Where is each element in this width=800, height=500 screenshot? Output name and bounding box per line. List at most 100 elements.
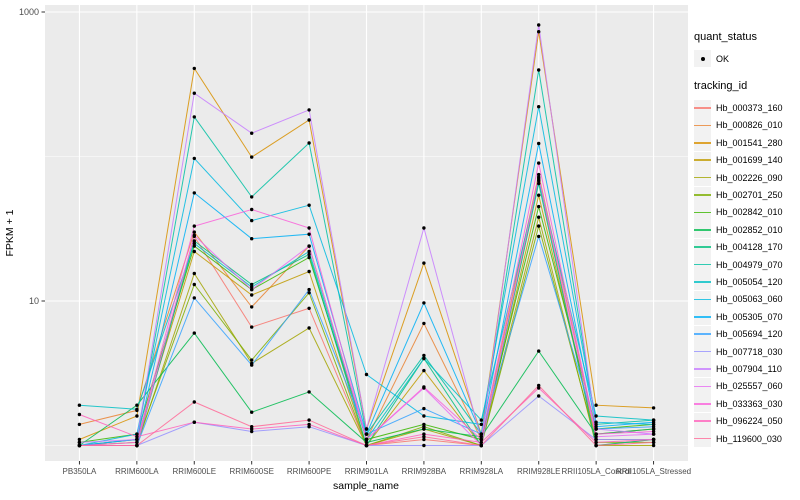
line-key-icon <box>694 169 711 187</box>
data-point <box>594 414 598 418</box>
data-point <box>364 427 369 431</box>
line-key-icon <box>694 308 711 326</box>
data-point <box>192 331 196 335</box>
legend-entry-label: Hb_033363_030 <box>716 398 783 409</box>
y-axis-title: FPKM + 1 <box>4 209 16 256</box>
x-tick-label: RRIM600LE <box>172 467 216 476</box>
data-point <box>192 271 196 276</box>
data-point <box>250 282 254 287</box>
x-tick-label: RRIM901LA <box>345 467 389 476</box>
legend-entry-label: Hb_005054_120 <box>716 276 783 287</box>
data-point <box>422 368 426 373</box>
data-point <box>537 193 541 197</box>
data-point <box>537 215 541 219</box>
data-point <box>537 204 541 209</box>
legend-tracking-id-entries: Hb_000373_160 Hb_000826_010 Hb_001541_280 H… <box>694 99 798 447</box>
data-point <box>192 420 196 424</box>
data-point <box>192 66 196 71</box>
legend-entry-label: Hb_002842_010 <box>716 207 783 218</box>
legend-entry-label: Hb_002852_010 <box>716 224 783 235</box>
data-point <box>364 440 369 445</box>
data-point <box>135 403 139 407</box>
data-point <box>192 244 196 248</box>
legend-entry-label: Hb_007904_110 <box>716 363 782 374</box>
data-point <box>422 437 426 442</box>
line-key-icon <box>694 238 711 256</box>
data-point <box>537 172 541 177</box>
data-point <box>594 435 598 439</box>
data-point <box>422 422 426 427</box>
data-point <box>422 301 426 305</box>
data-point <box>307 418 311 422</box>
line-key-icon <box>694 99 711 117</box>
data-point <box>307 269 311 274</box>
line-key-icon <box>694 412 711 430</box>
legend-entry-Hb_096224_050: Hb_096224_050 <box>694 412 798 430</box>
data-point <box>192 239 196 243</box>
data-point <box>537 181 541 186</box>
data-point <box>651 429 656 434</box>
legend-entry-label: Hb_005063_060 <box>716 294 783 305</box>
legend-entry-label: Hb_004979_070 <box>716 259 783 270</box>
data-point <box>250 287 254 292</box>
data-point <box>537 161 541 165</box>
legend-entry-label: Hb_119600_030 <box>716 433 782 444</box>
data-point <box>192 296 196 300</box>
data-point <box>594 440 598 445</box>
line-key-icon <box>694 221 711 239</box>
line-key-icon <box>694 203 711 221</box>
legend-entry-ok: OK <box>694 50 798 68</box>
data-point <box>479 432 483 436</box>
data-point <box>651 437 656 442</box>
x-axis-title: sample_name <box>333 480 399 492</box>
data-point <box>364 437 369 442</box>
legend-entry-Hb_002226_090: Hb_002226_090 <box>694 169 798 187</box>
data-point <box>594 437 598 442</box>
data-point <box>594 432 598 436</box>
data-point <box>250 195 254 199</box>
gridlines <box>45 5 688 461</box>
data-point <box>422 432 426 436</box>
data-point <box>192 91 196 95</box>
legend-entry-Hb_025557_060: Hb_025557_060 <box>694 377 798 395</box>
data-point <box>364 443 369 448</box>
x-tick-label: RRIM928LE <box>517 467 561 476</box>
x-tick-label: RRII105LA_Control <box>561 467 631 476</box>
data-point <box>594 427 598 431</box>
legend: quant_status OK tracking_id Hb_000373_16… <box>694 31 798 447</box>
legend-entry-label: Hb_000826_010 <box>716 120 783 131</box>
data-point <box>307 141 311 145</box>
data-point <box>537 224 541 228</box>
x-tick-label: RRIM600PE <box>287 467 331 476</box>
line-key-icon <box>694 360 711 378</box>
data-point <box>250 410 254 414</box>
legend-entry-Hb_004128_170: Hb_004128_170 <box>694 238 798 256</box>
legend-entry-label: Hb_005305_070 <box>716 311 783 322</box>
data-point <box>422 321 426 326</box>
data-point <box>594 443 598 448</box>
line-key-icon <box>694 325 711 343</box>
legend-title-quant-status: quant_status <box>694 31 757 43</box>
data-point <box>307 232 311 236</box>
data-point <box>651 432 656 436</box>
data-point <box>135 432 139 436</box>
data-point <box>135 437 139 442</box>
data-point <box>422 427 426 431</box>
data-point <box>250 358 254 362</box>
legend-entry-label: Hb_025557_060 <box>716 381 783 392</box>
data-point <box>651 420 656 424</box>
data-point <box>479 418 483 422</box>
line-key-icon <box>694 290 711 308</box>
data-point <box>307 422 311 427</box>
data-point <box>364 372 369 377</box>
x-tick-label: RRIM928LA <box>460 467 504 476</box>
line-key-icon <box>694 395 711 413</box>
data-point <box>307 108 311 112</box>
data-point <box>307 252 311 257</box>
data-point <box>422 261 426 265</box>
legend-entry-Hb_002852_010: Hb_002852_010 <box>694 221 798 239</box>
data-point <box>192 115 196 119</box>
data-point <box>537 386 541 390</box>
x-tick-label: RRIM600LA <box>115 467 159 476</box>
line-key-icon <box>694 377 711 395</box>
